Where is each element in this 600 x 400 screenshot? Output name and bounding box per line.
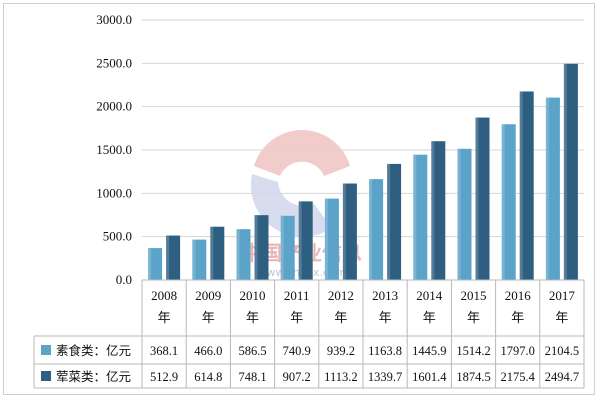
bar-series1 xyxy=(192,239,207,280)
bar-series2 xyxy=(387,163,402,280)
x-tick-label-suffix: 年 xyxy=(423,310,436,325)
bar-series1 xyxy=(457,148,472,280)
bar-series1 xyxy=(545,97,560,280)
bar-highlight xyxy=(475,117,479,280)
data-label: 1797.0 xyxy=(501,344,535,358)
data-label: 907.2 xyxy=(283,370,311,384)
x-tick-label: 2017 xyxy=(549,288,576,303)
bar-series1 xyxy=(236,229,251,280)
bar-highlight xyxy=(563,63,567,281)
data-label: 1339.7 xyxy=(368,370,402,384)
bar-highlight xyxy=(210,226,214,280)
bar-series2 xyxy=(342,183,357,280)
x-tick-label-suffix: 年 xyxy=(158,310,171,325)
legend-swatch-series1 xyxy=(41,345,51,355)
data-label: 2175.4 xyxy=(501,370,536,384)
bar-highlight xyxy=(280,215,284,280)
legend-label-series1: 素食类：亿元 xyxy=(56,343,131,358)
watermark-logo-top xyxy=(254,130,350,176)
bar-series1 xyxy=(501,124,516,280)
x-tick-label-suffix: 年 xyxy=(467,310,480,325)
bar-highlight xyxy=(501,124,505,280)
bar-series1 xyxy=(413,154,428,280)
bar-series2 xyxy=(210,226,225,280)
x-tick-label-suffix: 年 xyxy=(334,310,347,325)
chart-frame: 中国产业信息www.chyxx.com0.0500.01000.01500.02… xyxy=(3,3,595,395)
x-tick-label: 2008 xyxy=(151,288,177,303)
bar-highlight xyxy=(166,235,170,280)
x-tick-label-suffix: 年 xyxy=(246,310,259,325)
bar-highlight xyxy=(236,229,240,280)
data-label: 614.8 xyxy=(194,370,222,384)
x-tick-label: 2011 xyxy=(284,288,310,303)
bar-series1 xyxy=(324,198,339,280)
bar-highlight xyxy=(457,148,461,280)
bar-highlight xyxy=(369,179,373,280)
bar-series2 xyxy=(431,141,446,280)
data-label: 512.9 xyxy=(150,370,178,384)
bar-highlight xyxy=(519,91,523,280)
data-label: 1601.4 xyxy=(412,370,447,384)
y-tick-label: 500.0 xyxy=(103,229,132,244)
bar-highlight xyxy=(387,163,391,280)
y-tick-label: 2500.0 xyxy=(96,55,132,70)
bar-highlight xyxy=(148,248,152,280)
legend-swatch-series2 xyxy=(41,371,51,381)
y-tick-label: 1000.0 xyxy=(96,185,132,200)
data-label: 939.2 xyxy=(327,344,355,358)
x-tick-label: 2016 xyxy=(505,288,532,303)
x-tick-label-suffix: 年 xyxy=(202,310,215,325)
bar-series1 xyxy=(280,215,295,280)
bar-highlight xyxy=(342,183,346,280)
bar-series2 xyxy=(254,215,269,280)
data-label: 1445.9 xyxy=(412,344,446,358)
bar-series2 xyxy=(519,91,534,280)
bar-chart: 中国产业信息www.chyxx.com0.0500.01000.01500.02… xyxy=(33,12,585,389)
x-tick-label: 2009 xyxy=(195,288,221,303)
data-label: 586.5 xyxy=(238,344,266,358)
data-label: 748.1 xyxy=(238,370,266,384)
bar-series2 xyxy=(563,63,578,281)
bar-highlight xyxy=(413,154,417,280)
bar-highlight xyxy=(192,239,196,280)
data-label: 466.0 xyxy=(194,344,222,358)
data-label: 2104.5 xyxy=(545,344,579,358)
x-tick-label-suffix: 年 xyxy=(379,310,392,325)
x-tick-label-suffix: 年 xyxy=(511,310,524,325)
bar-highlight xyxy=(298,201,302,280)
bar-highlight xyxy=(254,215,258,280)
y-tick-label: 0.0 xyxy=(116,272,132,287)
bar-series1 xyxy=(369,179,384,280)
bar-series2 xyxy=(475,117,490,280)
bar-series1 xyxy=(148,248,163,280)
bar-highlight xyxy=(324,198,328,280)
x-tick-label: 2010 xyxy=(240,288,266,303)
data-label: 1113.2 xyxy=(324,370,357,384)
data-label: 2494.7 xyxy=(545,370,579,384)
x-tick-label-suffix: 年 xyxy=(555,310,568,325)
data-label: 1514.2 xyxy=(456,344,490,358)
x-tick-label: 2013 xyxy=(372,288,398,303)
data-label: 368.1 xyxy=(150,344,178,358)
y-tick-label: 2000.0 xyxy=(96,99,132,114)
bar-highlight xyxy=(545,97,549,280)
x-tick-label: 2015 xyxy=(461,288,487,303)
bar-highlight xyxy=(431,141,435,280)
x-tick-label: 2014 xyxy=(416,288,443,303)
data-label: 1163.8 xyxy=(368,344,402,358)
x-tick-label-suffix: 年 xyxy=(290,310,303,325)
data-label: 1874.5 xyxy=(456,370,490,384)
y-tick-label: 1500.0 xyxy=(96,142,132,157)
bar-series2 xyxy=(166,235,181,280)
legend-label-series2: 荤菜类：亿元 xyxy=(56,369,131,384)
x-tick-label: 2012 xyxy=(328,288,354,303)
y-tick-label: 3000.0 xyxy=(96,12,132,27)
data-label: 740.9 xyxy=(283,344,311,358)
bar-series2 xyxy=(298,201,313,280)
